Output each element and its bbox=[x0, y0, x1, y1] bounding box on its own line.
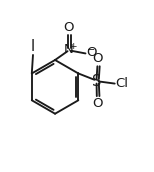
Text: I: I bbox=[31, 39, 35, 53]
Text: +: + bbox=[69, 42, 77, 51]
Text: −: − bbox=[87, 45, 95, 55]
Text: N: N bbox=[64, 43, 74, 56]
Text: O: O bbox=[63, 21, 73, 34]
Text: Cl: Cl bbox=[116, 77, 129, 90]
Text: S: S bbox=[91, 74, 101, 89]
Text: O: O bbox=[92, 52, 103, 65]
Text: O: O bbox=[92, 97, 102, 110]
Text: O: O bbox=[86, 46, 97, 60]
